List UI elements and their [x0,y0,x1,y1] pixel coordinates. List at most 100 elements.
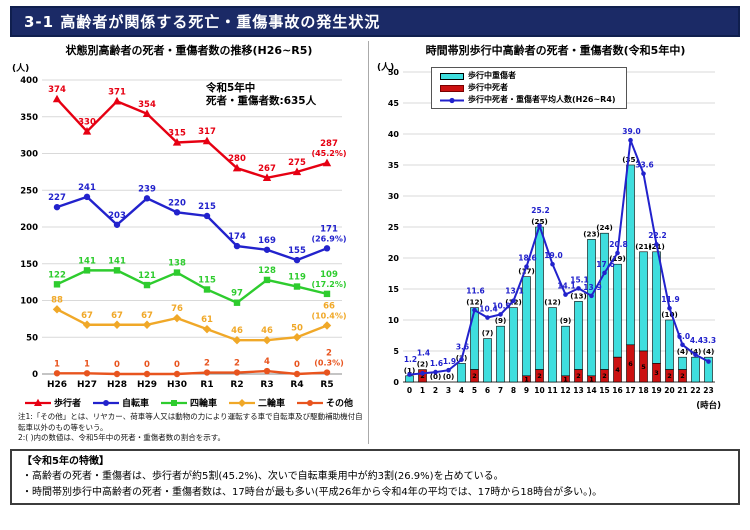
legend-death: 歩行中死者 [440,82,616,94]
footnote-2: 2:( )内の数値は、令和5年中の死者・重傷者数の割合を示す。 [18,433,226,442]
svg-text:1.6: 1.6 [430,359,443,368]
svg-text:R3: R3 [260,380,273,390]
svg-text:150: 150 [20,260,38,270]
svg-text:2: 2 [326,349,332,359]
svg-text:(0): (0) [443,372,455,381]
svg-text:115: 115 [198,275,216,285]
series-自転車: 227 241 203 239 220 215 174 169 155 171(26.9%) [48,183,347,264]
svg-text:227: 227 [48,193,66,203]
svg-text:20.8: 20.8 [609,240,628,249]
svg-text:40: 40 [388,130,400,139]
svg-text:2: 2 [204,359,210,369]
svg-text:1.9: 1.9 [443,357,456,366]
svg-text:13.9: 13.9 [583,283,602,292]
svg-text:239: 239 [138,184,156,194]
svg-text:300: 300 [20,150,38,160]
legend-item-0: 歩行者 [24,396,81,409]
svg-text:(10): (10) [661,310,678,319]
svg-text:3: 3 [446,386,451,395]
hourly-legend: 歩行中重傷者 歩行中死者 歩行中死者・重傷者平均人数(H26~R4) [431,67,627,109]
svg-text:400: 400 [20,76,38,86]
svg-text:15.1: 15.1 [570,275,589,284]
svg-text:(4): (4) [690,347,702,356]
svg-text:(26.9%): (26.9%) [311,234,346,243]
svg-text:121: 121 [138,271,156,281]
svg-text:H26: H26 [47,380,67,390]
svg-text:100: 100 [20,297,38,307]
avg-line-swatch [440,97,464,103]
legend-item-1: 自転車 [92,396,149,409]
svg-text:23: 23 [703,386,713,395]
svg-text:97: 97 [231,289,243,299]
svg-text:1: 1 [563,375,568,383]
svg-text:15: 15 [599,386,609,395]
svg-text:138: 138 [168,259,186,269]
legend-death-label: 歩行中死者 [468,83,508,92]
svg-text:R2: R2 [230,380,243,390]
svg-text:R5: R5 [320,380,333,390]
svg-text:13: 13 [573,386,583,395]
svg-text:11.9: 11.9 [661,295,680,304]
svg-text:371: 371 [108,87,126,97]
svg-text:0: 0 [407,386,412,395]
svg-text:0: 0 [32,370,38,380]
svg-text:155: 155 [288,246,306,256]
svg-text:39.0: 39.0 [622,127,641,136]
svg-text:1.4: 1.4 [417,349,430,358]
status-trend-panel: 状態別高齢者の死者・重傷者数の推移(H26~R5) 0 50 100 150 200 25… [10,41,368,444]
legend-avg: 歩行中死者・重傷者平均人数(H26~R4) [440,94,616,106]
svg-text:315: 315 [168,128,186,138]
svg-text:(19): (19) [609,254,626,263]
svg-text:2: 2 [680,372,685,380]
summary-point-2: ・時間帯別歩行中高齢者の死者・重傷者数は、17時台が最も多い(平成26年から令和… [22,486,603,498]
svg-text:220: 220 [168,198,186,208]
page-title-bar: 3-1 高齢者が関係する死亡・重傷事故の発生状況 [10,6,740,37]
svg-text:10.4: 10.4 [479,305,498,314]
series-四輪車: 122 141 141 121 138 115 97 128 119 109(17.2%) [48,256,347,306]
svg-text:(12): (12) [466,298,483,307]
svg-text:0: 0 [393,378,399,387]
svg-text:2: 2 [234,359,240,369]
svg-text:171: 171 [320,224,338,234]
svg-text:(10.4%): (10.4%) [311,311,346,320]
svg-text:11.6: 11.6 [466,287,485,296]
svg-text:1.2: 1.2 [404,355,417,364]
svg-text:(4): (4) [703,347,715,356]
svg-text:19.0: 19.0 [544,251,563,260]
svg-text:67: 67 [141,311,153,321]
svg-text:R4: R4 [290,380,303,390]
legend-item-2: 四輪車 [160,396,217,409]
svg-text:22.2: 22.2 [648,231,667,240]
svg-text:50: 50 [291,323,303,333]
svg-text:241: 241 [78,183,96,193]
svg-text:H27: H27 [77,380,97,390]
left-y-unit: (人) [12,62,29,74]
legend-marker-1 [92,399,119,406]
svg-text:5: 5 [472,386,477,395]
legend-marker-4 [297,399,324,406]
svg-text:0: 0 [174,360,180,370]
legend-serious: 歩行中重傷者 [440,70,616,82]
svg-text:4: 4 [615,366,620,374]
svg-text:122: 122 [48,270,66,280]
svg-text:17.6: 17.6 [596,260,615,269]
svg-text:354: 354 [138,100,156,110]
svg-text:6: 6 [485,386,490,395]
charts-row: 状態別高齢者の死者・重傷者数の推移(H26~R5) 0 50 100 150 200 25… [10,41,740,444]
legend-item-3: 二輪車 [229,396,285,409]
svg-text:18: 18 [638,386,648,395]
svg-text:280: 280 [228,154,246,164]
right-x-unit: (時台) [696,400,721,411]
legend-label-1: 自転車 [121,399,149,409]
legend-label-0: 歩行者 [53,399,81,409]
status-trend-legend: 歩行者 自転車 四輪車 二輪車 その他 [10,396,368,409]
svg-text:22: 22 [690,386,700,395]
svg-text:25.2: 25.2 [531,206,550,215]
svg-text:H29: H29 [137,380,157,390]
svg-text:141: 141 [108,256,126,266]
svg-text:(9): (9) [560,316,572,325]
svg-text:6: 6 [628,360,633,368]
